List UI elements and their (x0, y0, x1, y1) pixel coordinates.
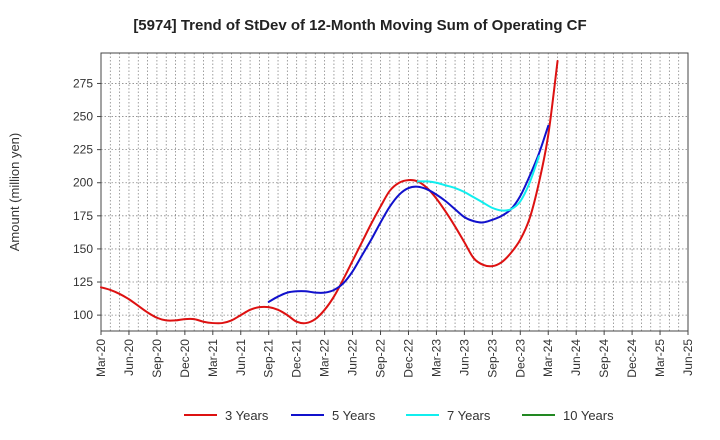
x-tick-label: Jun-22 (346, 339, 360, 376)
x-tick-label: Dec-21 (290, 339, 304, 378)
chart-title: [5974] Trend of StDev of 12-Month Moving… (133, 17, 586, 34)
y-tick-label: 175 (73, 209, 93, 223)
y-tick-label: 100 (73, 308, 93, 322)
y-axis: 100 125 150 175 200 225 250 275 (73, 76, 101, 322)
x-tick-label: Mar-20 (94, 339, 108, 377)
x-tick-label: Mar-23 (429, 339, 443, 377)
x-tick-label: Jun-23 (457, 339, 471, 376)
y-axis-label: Amount (million yen) (7, 133, 22, 252)
y-tick-label: 200 (73, 176, 93, 190)
legend: 3 Years 5 Years 7 Years 10 Years (184, 408, 614, 423)
x-tick-label: Mar-25 (653, 339, 667, 377)
legend-label-10-years: 10 Years (563, 408, 614, 423)
x-tick-label: Sep-20 (150, 339, 164, 378)
x-axis: Mar-20 Jun-20 Sep-20 Dec-20 Mar-21 Jun-21 Sep-… (94, 331, 695, 378)
x-tick-label: Mar-24 (541, 339, 555, 377)
x-tick-label: Dec-22 (401, 339, 415, 378)
y-tick-label: 250 (73, 110, 93, 124)
y-tick-label: 150 (73, 242, 93, 256)
y-tick-label: 125 (73, 275, 93, 289)
grid-lines (101, 53, 688, 331)
plot-frame (100, 52, 689, 332)
legend-label-7-years: 7 Years (447, 408, 491, 423)
series-line-7-years (416, 155, 540, 212)
x-tick-label: Sep-22 (374, 339, 388, 378)
series-line-3-years (100, 59, 559, 325)
x-tick-label: Sep-21 (262, 339, 276, 378)
x-tick-label: Dec-20 (178, 339, 192, 378)
x-tick-label: Sep-24 (597, 339, 611, 378)
x-tick-label: Jun-20 (122, 339, 136, 376)
legend-label-5-years: 5 Years (332, 408, 376, 423)
x-tick-label: Mar-21 (206, 339, 220, 377)
legend-label-3-years: 3 Years (225, 408, 269, 423)
y-tick-label: 225 (73, 143, 93, 157)
series-line-5-years (267, 124, 550, 303)
x-tick-label: Sep-23 (485, 339, 499, 378)
x-tick-label: Dec-24 (625, 339, 639, 378)
x-tick-label: Jun-21 (234, 339, 248, 376)
y-tick-label: 275 (73, 76, 93, 90)
series-lines (100, 59, 559, 325)
x-tick-label: Mar-22 (318, 339, 332, 377)
x-tick-label: Jun-24 (569, 339, 583, 376)
x-tick-label: Dec-23 (513, 339, 527, 378)
x-tick-label: Jun-25 (681, 339, 695, 376)
